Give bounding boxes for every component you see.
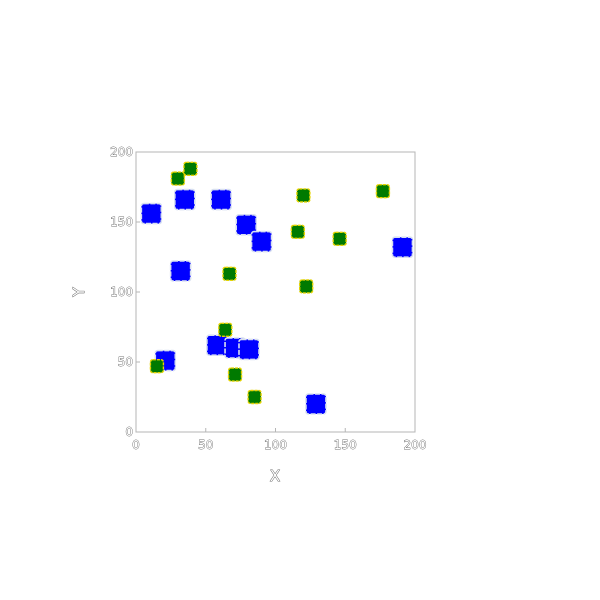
x-tick-label: 200 <box>404 438 427 452</box>
y-tick-label: 100 <box>110 285 133 299</box>
data-points <box>140 161 414 415</box>
data-point-blue <box>210 188 232 211</box>
data-point-blue <box>250 230 273 253</box>
x-tick-label: 100 <box>264 438 287 452</box>
y-axis: 0 50 100 150 200 <box>110 145 140 439</box>
data-point-green <box>222 266 237 281</box>
data-point-green <box>170 171 186 186</box>
x-tick-label: 0 <box>132 438 140 452</box>
data-point-green <box>149 359 165 374</box>
data-point-green <box>298 279 314 294</box>
x-axis-label: X <box>270 467 280 485</box>
data-point-blue <box>206 334 228 357</box>
data-point-blue <box>238 338 260 361</box>
data-point-blue <box>140 202 163 225</box>
x-tick-label: 50 <box>198 438 213 452</box>
y-axis-label: Y <box>70 287 88 298</box>
y-tick-label: 150 <box>110 215 133 229</box>
data-point-green <box>290 224 306 240</box>
data-point-blue <box>174 188 196 211</box>
x-tick-label: 150 <box>334 438 357 452</box>
data-point-green <box>375 183 391 199</box>
y-tick-label: 50 <box>118 355 133 369</box>
data-point-green <box>218 322 233 337</box>
x-axis: 0 50 100 150 200 <box>132 428 427 452</box>
data-point-blue <box>169 260 192 282</box>
data-point-green <box>296 188 311 203</box>
data-point-blue <box>235 214 258 236</box>
data-point-blue <box>391 236 414 258</box>
data-point-green <box>227 367 243 382</box>
data-point-green <box>183 161 198 177</box>
data-point-green <box>332 231 347 247</box>
y-tick-label: 0 <box>125 425 133 439</box>
y-tick-label: 200 <box>110 145 133 159</box>
data-point-blue <box>305 393 327 415</box>
data-point-green <box>247 389 262 405</box>
